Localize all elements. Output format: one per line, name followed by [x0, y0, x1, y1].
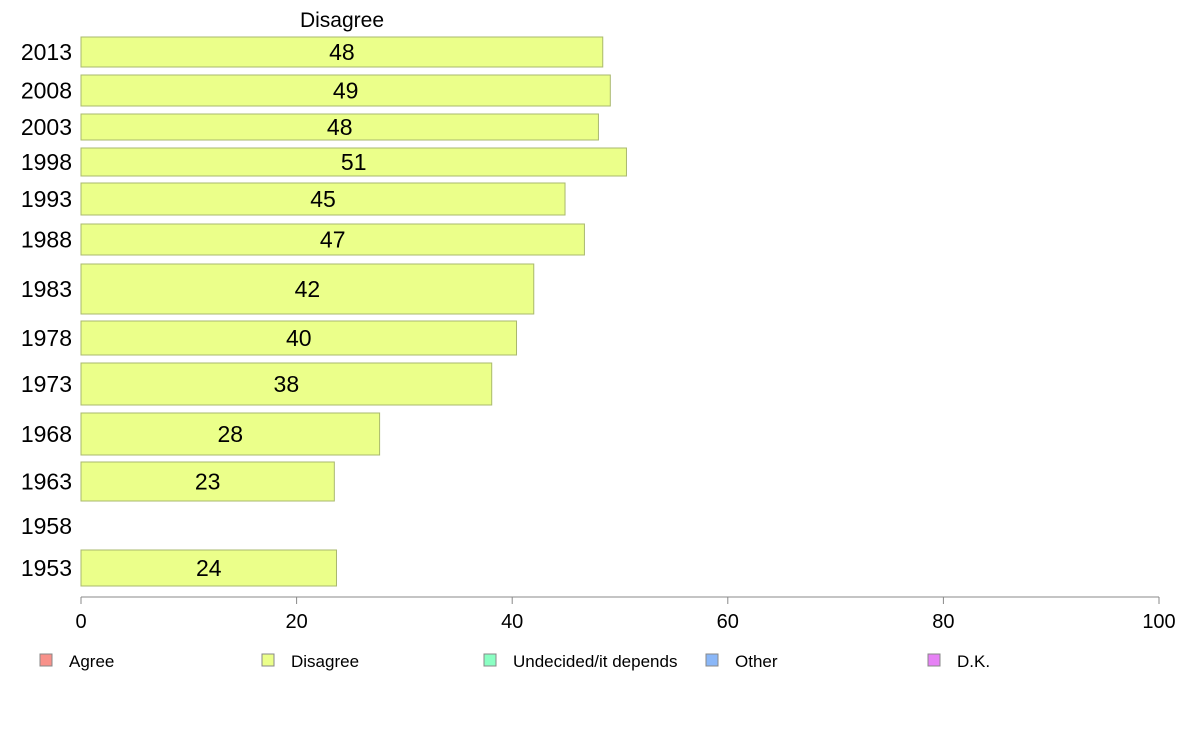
- bar-1983: [80, 263, 535, 315]
- legend-swatch-agree: [39, 653, 53, 667]
- year-label-1983: 1983: [21, 276, 72, 302]
- x-tick-label-60: 60: [717, 611, 739, 633]
- year-label-2003: 2003: [21, 114, 72, 140]
- bar-value-label-1968: 28: [218, 421, 244, 447]
- x-axis: 0 20 40 60 80 100: [75, 596, 1176, 633]
- legend-label-agree: Agree: [69, 652, 114, 671]
- year-labels: 2013 2008 2003 1998 1993 1988 1983 1978 1973 1968…: [21, 39, 72, 581]
- bar-value-label-1953: 24: [196, 555, 222, 581]
- bar-value-label-2008: 49: [333, 78, 359, 104]
- legend-label-d-k: D.K.: [957, 652, 990, 671]
- legend-label-disagree: Disagree: [291, 652, 359, 671]
- x-tick-label-80: 80: [932, 611, 954, 633]
- year-label-1953: 1953: [21, 555, 72, 581]
- year-label-1968: 1968: [21, 421, 72, 447]
- chart-title: Disagree: [300, 9, 384, 32]
- bar-1993: [80, 182, 566, 216]
- x-tick-label-100: 100: [1142, 611, 1175, 633]
- bar-value-label-1993: 45: [310, 186, 336, 212]
- bar-2013: [80, 36, 604, 68]
- bar-value-label-1978: 40: [286, 325, 312, 351]
- bar-1968: [80, 412, 381, 456]
- bar-value-label-1998: 51: [341, 149, 367, 175]
- legend-label-other: Other: [735, 652, 778, 671]
- x-tick-label-40: 40: [501, 611, 523, 633]
- year-label-2013: 2013: [21, 39, 72, 65]
- year-label-1963: 1963: [21, 469, 72, 495]
- year-label-1973: 1973: [21, 371, 72, 397]
- bar-value-label-1988: 47: [320, 227, 346, 253]
- legend-swatch-undecided-it-depends: [483, 653, 497, 667]
- year-label-1988: 1988: [21, 227, 72, 253]
- year-label-1993: 1993: [21, 186, 72, 212]
- bar-1973: [80, 362, 493, 406]
- bars: [80, 36, 627, 587]
- bar-1953: [80, 549, 337, 587]
- bar-value-label-2003: 48: [327, 114, 353, 140]
- bar-value-label-2013: 48: [329, 39, 355, 65]
- bar-2008: [80, 74, 611, 107]
- bar-2003: [80, 113, 599, 141]
- bar-value-label-1973: 38: [274, 371, 300, 397]
- x-tick-label-0: 0: [75, 611, 86, 633]
- bar-1978: [80, 320, 518, 356]
- bar-value-label-1963: 23: [195, 469, 221, 495]
- legend-swatch-d-k: [927, 653, 941, 667]
- legend-swatch-disagree: [261, 653, 275, 667]
- year-label-1958: 1958: [21, 513, 72, 539]
- bar-1988: [80, 223, 585, 256]
- year-label-1998: 1998: [21, 149, 72, 175]
- x-tick-label-20: 20: [285, 611, 307, 633]
- year-label-1978: 1978: [21, 325, 72, 351]
- legend: Agree Disagree Undecided/it depends Other D.…: [39, 652, 990, 671]
- legend-swatch-other: [705, 653, 719, 667]
- bar-value-label-1983: 42: [295, 276, 321, 302]
- year-label-2008: 2008: [21, 78, 72, 104]
- bar-1998: [80, 147, 627, 177]
- legend-label-undecided-it-depends: Undecided/it depends: [513, 652, 677, 671]
- bar-1963: [80, 461, 335, 502]
